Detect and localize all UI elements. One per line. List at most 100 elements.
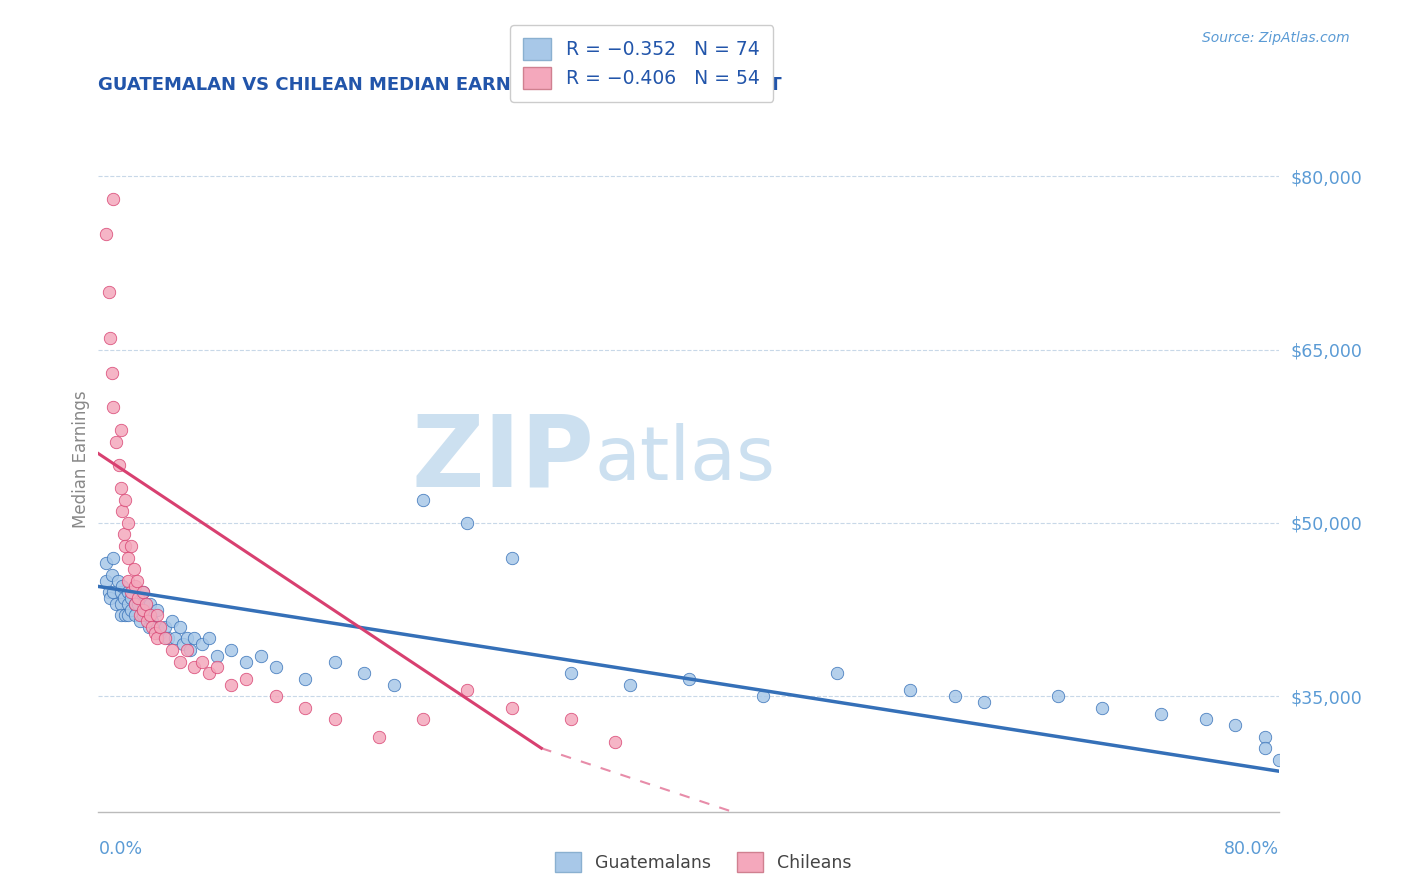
Point [149, 620, 172, 634]
Point [146, 620, 169, 634]
Text: 0.0%: 0.0% [98, 840, 142, 858]
Text: atlas: atlas [595, 423, 776, 496]
Point [221, 643, 243, 657]
Point [127, 597, 149, 611]
Point [323, 655, 346, 669]
Point [143, 625, 166, 640]
Point [149, 625, 172, 640]
Point [191, 655, 214, 669]
Point [156, 632, 179, 646]
Point [1254, 741, 1277, 756]
Point [294, 700, 316, 714]
Point [111, 579, 134, 593]
Point [1268, 753, 1291, 767]
Point [619, 678, 641, 692]
Point [139, 608, 162, 623]
Point [107, 574, 129, 588]
Point [132, 585, 155, 599]
Point [117, 574, 139, 588]
Text: 80.0%: 80.0% [1225, 840, 1279, 858]
Point [146, 608, 169, 623]
Point [198, 632, 221, 646]
Point [120, 602, 142, 616]
Point [176, 643, 198, 657]
Point [97, 285, 120, 299]
Point [124, 579, 146, 593]
Point [110, 608, 132, 623]
Point [191, 637, 214, 651]
Point [138, 620, 160, 634]
Point [135, 608, 157, 623]
Point [162, 643, 183, 657]
Point [111, 504, 134, 518]
Point [176, 632, 198, 646]
Point [294, 672, 316, 686]
Point [250, 648, 273, 663]
Point [153, 632, 176, 646]
Point [103, 585, 125, 599]
Point [105, 435, 128, 450]
Point [412, 492, 434, 507]
Point [560, 666, 582, 681]
Point [179, 643, 201, 657]
Point [105, 597, 128, 611]
Point [141, 614, 163, 628]
Point [110, 424, 132, 438]
Point [114, 492, 136, 507]
Point [169, 620, 191, 634]
Point [112, 591, 135, 605]
Point [98, 331, 121, 345]
Point [1091, 700, 1114, 714]
Point [128, 608, 150, 623]
Point [112, 527, 135, 541]
Point [139, 597, 162, 611]
Point [100, 568, 122, 582]
Point [124, 597, 146, 611]
Point [146, 632, 169, 646]
Point [143, 620, 166, 634]
Point [117, 516, 139, 530]
Point [205, 660, 228, 674]
Point [98, 591, 121, 605]
Point [124, 597, 146, 611]
Point [124, 608, 146, 623]
Point [943, 689, 966, 703]
Point [162, 614, 183, 628]
Point [264, 689, 287, 703]
Point [1195, 712, 1218, 726]
Point [110, 585, 132, 599]
Point [172, 637, 194, 651]
Point [368, 730, 391, 744]
Point [97, 585, 120, 599]
Point [132, 608, 155, 623]
Point [94, 557, 117, 571]
Point [110, 481, 132, 495]
Point [183, 632, 205, 646]
Point [323, 712, 346, 726]
Point [110, 597, 132, 611]
Point [560, 712, 582, 726]
Point [103, 401, 125, 415]
Point [114, 608, 136, 623]
Point [235, 672, 257, 686]
Point [412, 712, 434, 726]
Point [120, 539, 142, 553]
Point [94, 227, 117, 241]
Point [122, 562, 145, 576]
Point [120, 585, 142, 599]
Point [117, 550, 139, 565]
Point [103, 193, 125, 207]
Point [900, 683, 922, 698]
Point [153, 620, 176, 634]
Point [127, 591, 149, 605]
Point [752, 689, 775, 703]
Point [117, 597, 139, 611]
Point [94, 574, 117, 588]
Point [198, 666, 221, 681]
Point [1150, 706, 1173, 721]
Text: GUATEMALAN VS CHILEAN MEDIAN EARNINGS CORRELATION CHART: GUATEMALAN VS CHILEAN MEDIAN EARNINGS CO… [98, 77, 782, 95]
Point [108, 458, 131, 472]
Point [136, 614, 159, 628]
Point [117, 608, 139, 623]
Point [117, 585, 139, 599]
